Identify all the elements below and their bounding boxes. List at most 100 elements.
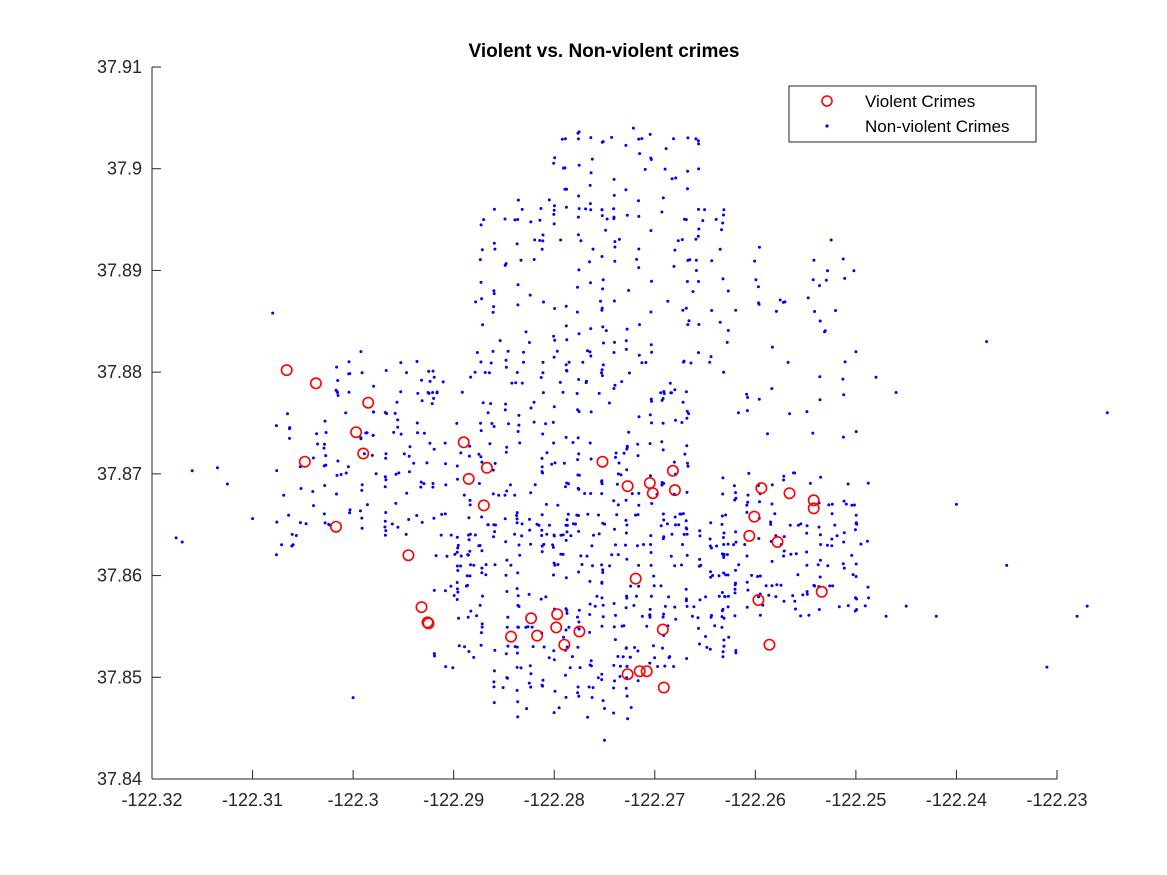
non-violent-point <box>535 522 539 526</box>
non-violent-point <box>583 492 587 495</box>
non-violent-point <box>756 285 760 289</box>
non-violent-point <box>717 574 721 578</box>
non-violent-point <box>492 207 496 211</box>
non-violent-point <box>593 604 597 608</box>
non-violent-point <box>1075 614 1079 618</box>
non-violent-point <box>846 482 850 486</box>
non-violent-point <box>720 615 724 619</box>
non-violent-point <box>669 391 673 395</box>
non-violent-point <box>504 573 508 577</box>
non-violent-point <box>697 323 701 326</box>
non-violent-point <box>516 700 520 704</box>
non-violent-point <box>621 655 625 659</box>
non-violent-point <box>697 351 700 355</box>
non-violent-point <box>727 635 731 639</box>
non-violent-point <box>788 523 792 527</box>
non-violent-point <box>600 492 604 496</box>
non-violent-point <box>493 530 497 534</box>
non-violent-point <box>649 343 653 347</box>
non-violent-point <box>757 301 760 305</box>
non-violent-point <box>650 279 653 283</box>
violent-point <box>629 572 642 585</box>
non-violent-point <box>552 222 556 226</box>
non-violent-point <box>600 480 604 484</box>
non-violent-point <box>564 576 568 580</box>
non-violent-point <box>669 554 673 558</box>
non-violent-point <box>515 514 519 517</box>
non-violent-point <box>625 664 629 668</box>
non-violent-point <box>347 360 351 364</box>
non-violent-point <box>590 157 594 161</box>
non-violent-point <box>553 461 557 465</box>
non-violent-point <box>323 484 327 487</box>
non-violent-point <box>515 521 519 525</box>
non-violent-point <box>637 503 641 507</box>
non-violent-point <box>565 518 569 522</box>
non-violent-point <box>586 715 590 719</box>
non-violent-point <box>692 605 696 609</box>
non-violent-point <box>455 421 459 425</box>
non-violent-point <box>732 484 736 488</box>
non-violent-point <box>542 645 546 649</box>
non-violent-point <box>666 299 670 303</box>
violent-point <box>743 529 756 542</box>
non-violent-point <box>600 672 604 676</box>
non-violent-point <box>588 202 592 206</box>
non-violent-point <box>685 604 689 608</box>
non-violent-point <box>481 594 484 598</box>
non-violent-point <box>616 553 620 557</box>
non-violent-point <box>638 152 642 156</box>
non-violent-point <box>344 471 348 475</box>
non-violent-point <box>612 207 616 211</box>
violent-point <box>573 625 586 638</box>
non-violent-point <box>466 615 470 619</box>
non-violent-point <box>567 625 571 629</box>
non-violent-point <box>522 350 525 354</box>
non-violent-point <box>395 400 399 404</box>
non-violent-point <box>711 574 715 577</box>
non-violent-point <box>818 575 822 579</box>
non-violent-point <box>468 503 472 507</box>
x-tick-label: -122.27 <box>624 790 685 810</box>
non-violent-point <box>595 594 599 598</box>
non-violent-point <box>811 278 815 282</box>
non-violent-point <box>559 238 563 242</box>
non-violent-point <box>650 399 653 403</box>
non-violent-point <box>506 615 510 619</box>
x-tick-label: -122.29 <box>423 790 484 810</box>
non-violent-point <box>564 628 568 632</box>
non-violent-point <box>552 204 556 208</box>
non-violent-point <box>782 549 786 553</box>
non-violent-point <box>734 651 738 655</box>
non-violent-point <box>694 269 698 272</box>
non-violent-point <box>589 664 593 668</box>
non-violent-point <box>565 187 569 191</box>
non-violent-point <box>577 473 581 477</box>
non-violent-point <box>315 432 319 436</box>
non-violent-point <box>577 268 581 272</box>
non-violent-point <box>335 473 339 477</box>
non-violent-point <box>553 156 557 160</box>
non-violent-point <box>540 465 544 469</box>
non-violent-point <box>612 387 616 390</box>
non-violent-point <box>323 442 326 446</box>
non-violent-point <box>422 431 426 435</box>
non-violent-point <box>428 441 432 445</box>
non-violent-point <box>577 608 581 612</box>
non-violent-point <box>665 522 669 526</box>
x-tick-label: -122.32 <box>121 790 182 810</box>
non-violent-point <box>561 390 565 394</box>
non-violent-point <box>479 429 483 433</box>
violent-point <box>402 549 415 562</box>
violent-point <box>421 616 434 629</box>
non-violent-point <box>687 412 691 416</box>
non-violent-point <box>457 644 461 648</box>
violent-point <box>350 426 363 439</box>
non-violent-point <box>663 664 667 668</box>
non-violent-point <box>852 503 856 507</box>
non-violent-point <box>360 371 364 375</box>
non-violent-point <box>455 550 459 554</box>
non-violent-point <box>359 350 363 354</box>
non-violent-point <box>282 493 286 497</box>
non-violent-point <box>791 594 795 598</box>
